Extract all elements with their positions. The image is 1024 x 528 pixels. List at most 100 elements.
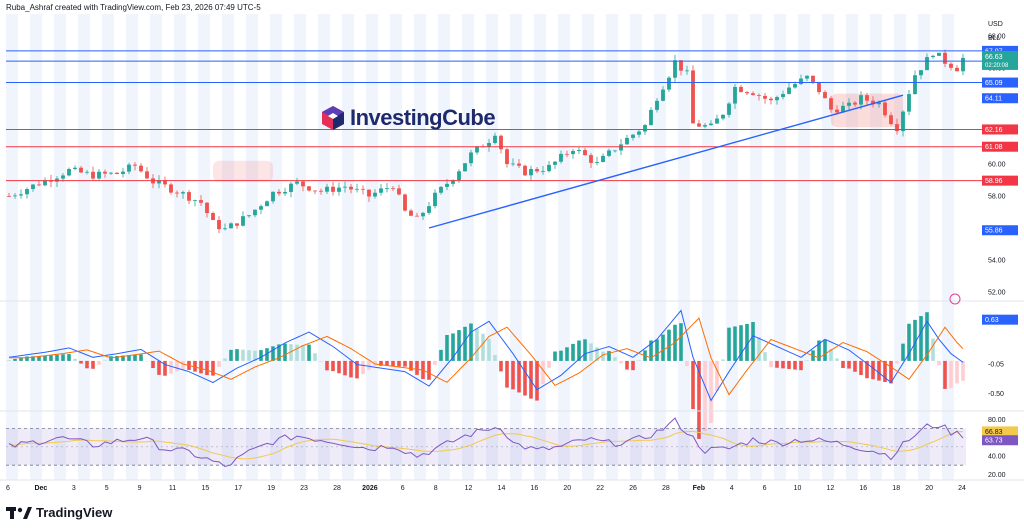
candle[interactable] — [937, 52, 941, 56]
candle[interactable] — [235, 223, 239, 226]
candle[interactable] — [799, 78, 803, 85]
candle[interactable] — [787, 87, 791, 94]
alert-icon[interactable] — [949, 293, 961, 305]
candle[interactable] — [7, 196, 11, 197]
price-axis[interactable]: 52.0054.0056.0058.0060.0062.0064.0066.00… — [982, 21, 1018, 297]
candle[interactable] — [289, 183, 293, 192]
candle[interactable] — [115, 172, 119, 174]
price-pane[interactable] — [6, 49, 982, 234]
time-axis[interactable]: 6 Dec 3 5 9 11 15 17 19 23 28 2026 6 8 12 14 16 20 22 26 28 F… — [0, 479, 1024, 492]
candle[interactable] — [355, 188, 359, 190]
candle[interactable] — [67, 169, 71, 176]
candle[interactable] — [205, 202, 209, 214]
candle[interactable] — [541, 171, 545, 172]
candle[interactable] — [313, 190, 317, 192]
candle[interactable] — [31, 184, 35, 190]
candle[interactable] — [457, 171, 461, 181]
candle[interactable] — [139, 165, 143, 172]
candle[interactable] — [223, 228, 227, 230]
candle[interactable] — [871, 100, 875, 105]
candle[interactable] — [109, 172, 113, 174]
candle[interactable] — [211, 213, 215, 221]
candle[interactable] — [487, 142, 491, 148]
candle[interactable] — [763, 95, 767, 99]
candle[interactable] — [751, 93, 755, 96]
candle[interactable] — [247, 215, 251, 217]
candle[interactable] — [511, 163, 515, 165]
candle[interactable] — [931, 55, 935, 58]
candle[interactable] — [865, 95, 869, 101]
candle[interactable] — [631, 134, 635, 138]
candle[interactable] — [301, 181, 305, 187]
candle[interactable] — [121, 171, 125, 174]
candle[interactable] — [583, 150, 587, 156]
candle[interactable] — [913, 75, 917, 95]
candle[interactable] — [271, 191, 275, 202]
candle[interactable] — [721, 114, 725, 119]
candle[interactable] — [259, 206, 263, 210]
candle[interactable] — [859, 95, 863, 105]
candle[interactable] — [475, 146, 479, 153]
candle[interactable] — [685, 70, 689, 72]
candle[interactable] — [427, 206, 431, 213]
macd-line[interactable] — [8, 309, 964, 402]
candle[interactable] — [637, 131, 641, 135]
candle[interactable] — [949, 63, 953, 68]
candle[interactable] — [619, 144, 623, 151]
candle[interactable] — [361, 188, 365, 190]
candle[interactable] — [391, 188, 395, 189]
candle[interactable] — [919, 70, 923, 76]
candle[interactable] — [133, 164, 137, 166]
candle[interactable] — [907, 94, 911, 112]
candle[interactable] — [103, 171, 107, 174]
candle[interactable] — [253, 209, 257, 216]
candle[interactable] — [505, 149, 509, 165]
candle[interactable] — [349, 186, 353, 190]
candle[interactable] — [229, 223, 233, 229]
candle[interactable] — [745, 92, 749, 94]
candle[interactable] — [163, 180, 167, 185]
candle[interactable] — [73, 167, 77, 170]
candle[interactable] — [193, 200, 197, 201]
candle[interactable] — [145, 171, 149, 179]
candle[interactable] — [277, 191, 281, 194]
candle[interactable] — [373, 192, 377, 197]
candle[interactable] — [241, 216, 245, 226]
candle[interactable] — [613, 150, 617, 152]
candle[interactable] — [331, 186, 335, 192]
candle[interactable] — [61, 175, 65, 179]
candle[interactable] — [19, 194, 23, 196]
macd-pane[interactable]: -0.05 -0.50 0.63 — [0, 293, 1024, 439]
candle[interactable] — [343, 186, 347, 188]
candle[interactable] — [451, 180, 455, 184]
candle[interactable] — [169, 184, 173, 193]
candle[interactable] — [523, 165, 527, 176]
candle[interactable] — [529, 169, 533, 176]
candle[interactable] — [889, 115, 893, 125]
candle[interactable] — [739, 86, 743, 93]
candle[interactable] — [415, 215, 419, 217]
candle[interactable] — [55, 178, 59, 182]
candle[interactable] — [775, 97, 779, 101]
candle[interactable] — [517, 163, 521, 166]
candle[interactable] — [283, 191, 287, 194]
candle[interactable] — [577, 150, 581, 152]
candle[interactable] — [841, 105, 845, 113]
candle[interactable] — [697, 123, 701, 127]
candle[interactable] — [97, 171, 101, 179]
candle[interactable] — [589, 155, 593, 163]
candle[interactable] — [217, 220, 221, 230]
candle[interactable] — [955, 67, 959, 72]
candle[interactable] — [565, 153, 569, 155]
candle[interactable] — [655, 100, 659, 110]
candle[interactable] — [781, 93, 785, 98]
candle[interactable] — [421, 212, 425, 217]
candle[interactable] — [127, 164, 131, 172]
candle[interactable] — [187, 192, 191, 201]
candle[interactable] — [793, 84, 797, 88]
candle[interactable] — [385, 188, 389, 189]
candle[interactable] — [181, 192, 185, 194]
candle[interactable] — [811, 75, 815, 82]
candle[interactable] — [823, 92, 827, 99]
